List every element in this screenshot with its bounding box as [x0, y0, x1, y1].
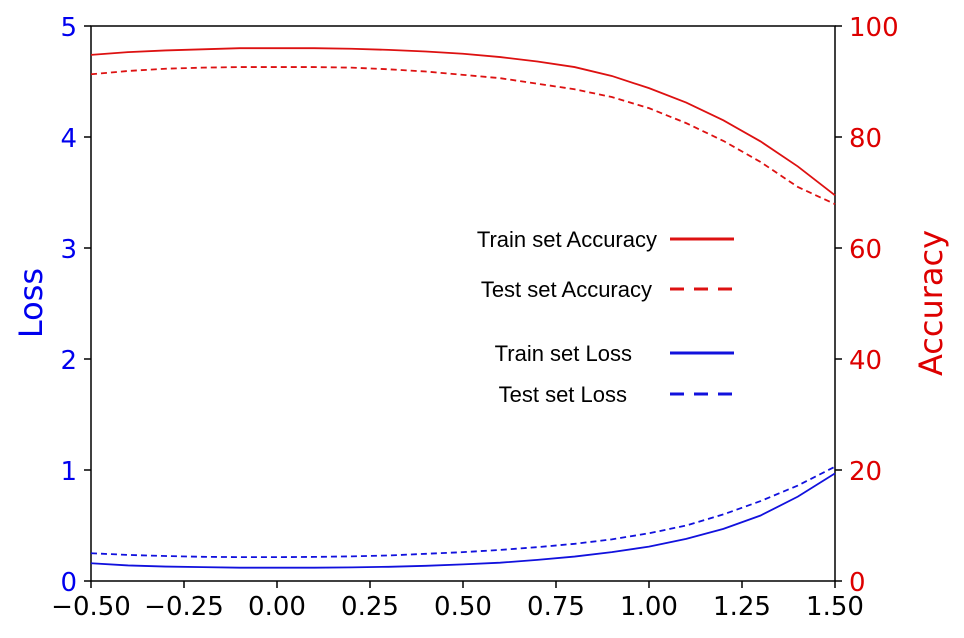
left-axis-label: Loss — [12, 268, 50, 338]
x-tick-label: 1.25 — [713, 592, 771, 622]
left-tick-label: 4 — [60, 124, 77, 154]
right-tick-label: 40 — [849, 346, 882, 376]
test-set-loss-line — [90, 465, 836, 559]
x-tick-label: 0.50 — [434, 592, 492, 622]
test-set-accuracy-line — [90, 66, 836, 205]
legend-label-test-set-loss: Test set Loss — [499, 382, 627, 407]
x-tick-label: 0.00 — [248, 592, 306, 622]
left-tick-label: 3 — [60, 235, 77, 265]
x-tick-label: −0.50 — [51, 592, 131, 622]
left-axis-ticks: 0 1 2 3 4 5 — [60, 13, 91, 598]
x-tick-label: 0.75 — [527, 592, 585, 622]
x-tick-label: −0.25 — [144, 592, 224, 622]
x-tick-label: 0.25 — [341, 592, 399, 622]
left-tick-label: 2 — [60, 346, 77, 376]
right-tick-label: 100 — [849, 13, 899, 43]
right-axis-label: Accuracy — [912, 230, 950, 376]
legend: Train set Accuracy Test set Accuracy Train… — [477, 227, 734, 407]
legend-label-train-set-accuracy: Train set Accuracy — [477, 227, 657, 252]
left-tick-label: 5 — [60, 13, 77, 43]
legend-label-train-set-loss: Train set Loss — [495, 341, 632, 366]
x-axis-ticks: −0.50 −0.25 0.00 0.25 0.50 0.75 1.00 1.25 1.50 — [51, 581, 864, 622]
series-lines — [90, 47, 836, 569]
right-tick-label: 60 — [849, 235, 882, 265]
train-set-accuracy-line — [90, 47, 836, 196]
left-tick-label: 1 — [60, 457, 77, 487]
right-tick-label: 20 — [849, 457, 882, 487]
right-axis-ticks: 0 20 40 60 80 100 — [835, 13, 899, 598]
train-set-loss-line — [90, 472, 836, 569]
left-tick-label: 0 — [60, 568, 77, 598]
plot-frame — [90, 25, 836, 582]
x-tick-label: 1.00 — [620, 592, 678, 622]
legend-label-test-set-accuracy: Test set Accuracy — [481, 277, 652, 302]
right-tick-label: 0 — [849, 568, 866, 598]
x-tick-label: 1.50 — [806, 592, 864, 622]
right-tick-label: 80 — [849, 124, 882, 154]
